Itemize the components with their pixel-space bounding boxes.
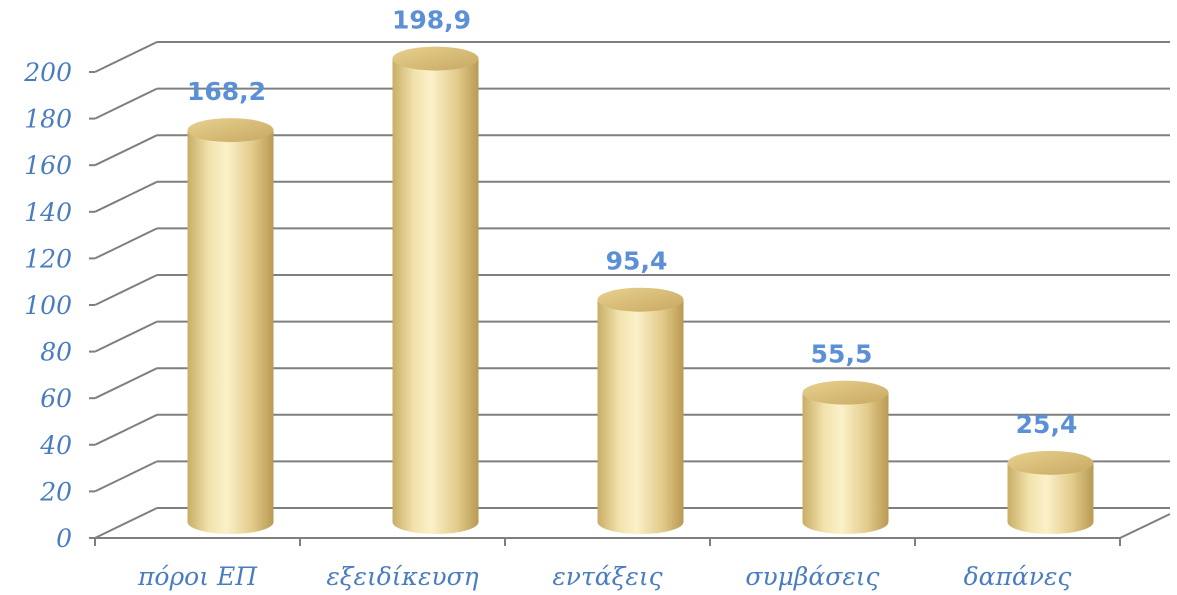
data-label: 198,9 (392, 6, 471, 35)
bar (802, 380, 889, 534)
bar (187, 118, 274, 534)
gridline-side (94, 134, 158, 167)
gridline-side (94, 507, 158, 539)
bar-top (597, 287, 684, 312)
bar-top (392, 46, 479, 71)
bar-top (187, 118, 274, 143)
gridline-side (94, 41, 158, 73)
gridline-side (94, 367, 158, 400)
x-tick-label: συμβάσεις (745, 562, 879, 591)
floor-side-line (1119, 513, 1171, 539)
y-tick-label: 180 (24, 105, 72, 134)
y-tick-label: 20 (39, 477, 72, 506)
gridline-side (94, 274, 158, 306)
gridline-side (94, 413, 158, 446)
axes: 0 20 40 60 80 100 120 140 160 180 200 πόροι ΕΠ εξειδ… (23, 58, 1171, 591)
bars (187, 46, 1094, 535)
y-tick-label: 200 (23, 58, 72, 87)
gridline-side (94, 87, 158, 120)
data-label: 25,4 (1016, 410, 1078, 439)
y-tick-label: 100 (24, 291, 72, 320)
data-label: 95,4 (606, 247, 668, 276)
gridline-side (94, 320, 158, 353)
x-tick-label: εντάξεις (552, 562, 662, 591)
x-tick-label: δαπάνες (964, 562, 1072, 591)
bar (1007, 450, 1094, 534)
bar (392, 46, 479, 535)
gridline-side (94, 227, 158, 260)
bar-top (802, 380, 889, 405)
y-tick-label: 80 (40, 338, 72, 367)
bar-body (1007, 462, 1094, 534)
y-tick-label: 40 (39, 431, 72, 460)
y-tick-label: 120 (24, 244, 72, 273)
bar-body (802, 392, 889, 534)
x-tick-label: πόροι ΕΠ (137, 562, 258, 591)
bar-body (392, 58, 479, 535)
bar-body (597, 299, 684, 534)
data-labels: 168,2 198,9 95,4 55,5 25,4 (187, 6, 1077, 439)
y-tick-label: 60 (40, 384, 72, 413)
y-tick-label: 140 (24, 198, 72, 227)
data-label: 168,2 (187, 77, 266, 106)
data-label: 55,5 (811, 340, 873, 369)
bar-body (187, 130, 274, 534)
gridline-side (94, 460, 158, 493)
y-tick-label: 160 (24, 151, 72, 180)
y-tick-label: 0 (56, 524, 72, 553)
bar (597, 287, 684, 534)
bar-top (1007, 450, 1094, 475)
x-tick-label: εξειδίκευση (326, 562, 478, 591)
gridline-side (94, 180, 158, 213)
